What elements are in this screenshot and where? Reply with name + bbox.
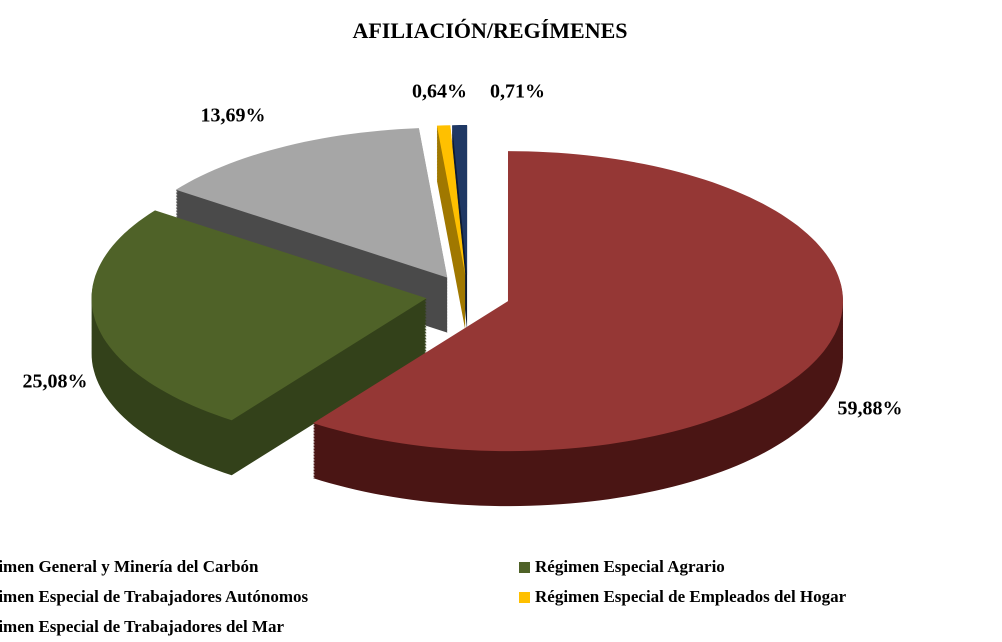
legend-label: Régimen Especial de Empleados del Hogar bbox=[535, 587, 847, 606]
slice-top bbox=[175, 128, 448, 278]
slice bbox=[91, 210, 427, 476]
legend-label: Régimen General y Minería del Carbón bbox=[0, 557, 259, 576]
slice-side bbox=[436, 126, 466, 331]
slice bbox=[436, 125, 466, 331]
data-label: 0,71% bbox=[490, 81, 545, 103]
legend-swatch bbox=[519, 562, 530, 573]
chart-title: AFILIACIÓN/REGÍMENES bbox=[352, 18, 627, 43]
legend-label: Régimen Especial de Trabajadores del Mar bbox=[0, 617, 284, 636]
data-label: 0,64% bbox=[412, 81, 467, 103]
slice bbox=[313, 151, 844, 507]
slice bbox=[175, 128, 448, 333]
slice-top bbox=[91, 210, 427, 421]
slice-top bbox=[313, 151, 844, 452]
legend-label: Régimen Especial de Trabajadores Autónom… bbox=[0, 587, 309, 606]
legend-swatch bbox=[519, 592, 530, 603]
data-label: 59,88% bbox=[838, 398, 903, 420]
slice-top bbox=[452, 125, 468, 276]
slice-top bbox=[436, 125, 466, 276]
data-label: 13,69% bbox=[201, 105, 266, 127]
legend-label: Régimen Especial Agrario bbox=[535, 557, 725, 576]
data-label: 25,08% bbox=[23, 371, 88, 393]
